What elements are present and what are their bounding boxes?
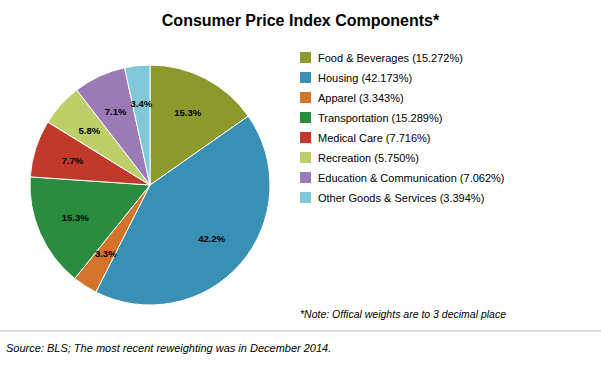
note: *Note: Offical weights are to 3 decimal … <box>300 308 506 320</box>
data-label: 3.4% <box>130 98 152 109</box>
legend-label: Education & Communication (7.062%) <box>318 172 504 184</box>
data-label: 42.2% <box>198 233 225 244</box>
legend-item: Apparel (3.343%) <box>300 92 404 104</box>
source: Source: BLS; The most recent reweighting… <box>6 342 331 354</box>
pie <box>30 65 270 305</box>
legend-label: Food & Beverages (15.272%) <box>318 52 463 64</box>
legend: Food & Beverages (15.272%) Housing (42.17… <box>300 52 504 204</box>
pie-slice <box>125 65 150 185</box>
legend-label: Medical Care (7.716%) <box>318 132 431 144</box>
data-label: 15.3% <box>62 212 89 223</box>
legend-swatch <box>300 52 311 63</box>
legend-label: Other Goods & Services (3.394%) <box>318 192 484 204</box>
legend-item: Transportation (15.289%) <box>300 112 442 124</box>
chart: Consumer Price Index Components* 15.3% 42.… <box>0 0 601 374</box>
legend-item: Education & Communication (7.062%) <box>300 172 504 184</box>
data-label: 7.1% <box>105 106 127 117</box>
data-label: 15.3% <box>174 107 201 118</box>
data-labels: 15.3% 42.2% 3.3% 15.3% 7.7% 5.8% 7.1%3.4% <box>61 98 225 259</box>
legend-label: Transportation (15.289%) <box>318 112 442 124</box>
legend-swatch <box>300 152 311 163</box>
legend-item: Housing (42.173%) <box>300 72 412 84</box>
legend-swatch <box>300 192 311 203</box>
data-label: 5.8% <box>79 125 101 136</box>
legend-item: Recreation (5.750%) <box>300 152 419 164</box>
legend-swatch <box>300 92 311 103</box>
legend-swatch <box>300 132 311 143</box>
legend-label: Housing (42.173%) <box>318 72 412 84</box>
legend-swatch <box>300 112 311 123</box>
legend-item: Other Goods & Services (3.394%) <box>300 192 484 204</box>
title: Consumer Price Index Components* <box>162 12 440 29</box>
legend-swatch <box>300 72 311 83</box>
data-label: 3.3% <box>95 248 117 259</box>
legend-item: Food & Beverages (15.272%) <box>300 52 463 64</box>
legend-label: Apparel (3.343%) <box>318 92 404 104</box>
legend-item: Medical Care (7.716%) <box>300 132 431 144</box>
data-label: 7.7% <box>61 155 83 166</box>
legend-swatch <box>300 172 311 183</box>
pie-slice <box>30 177 150 279</box>
legend-label: Recreation (5.750%) <box>318 152 419 164</box>
separator <box>0 331 601 332</box>
